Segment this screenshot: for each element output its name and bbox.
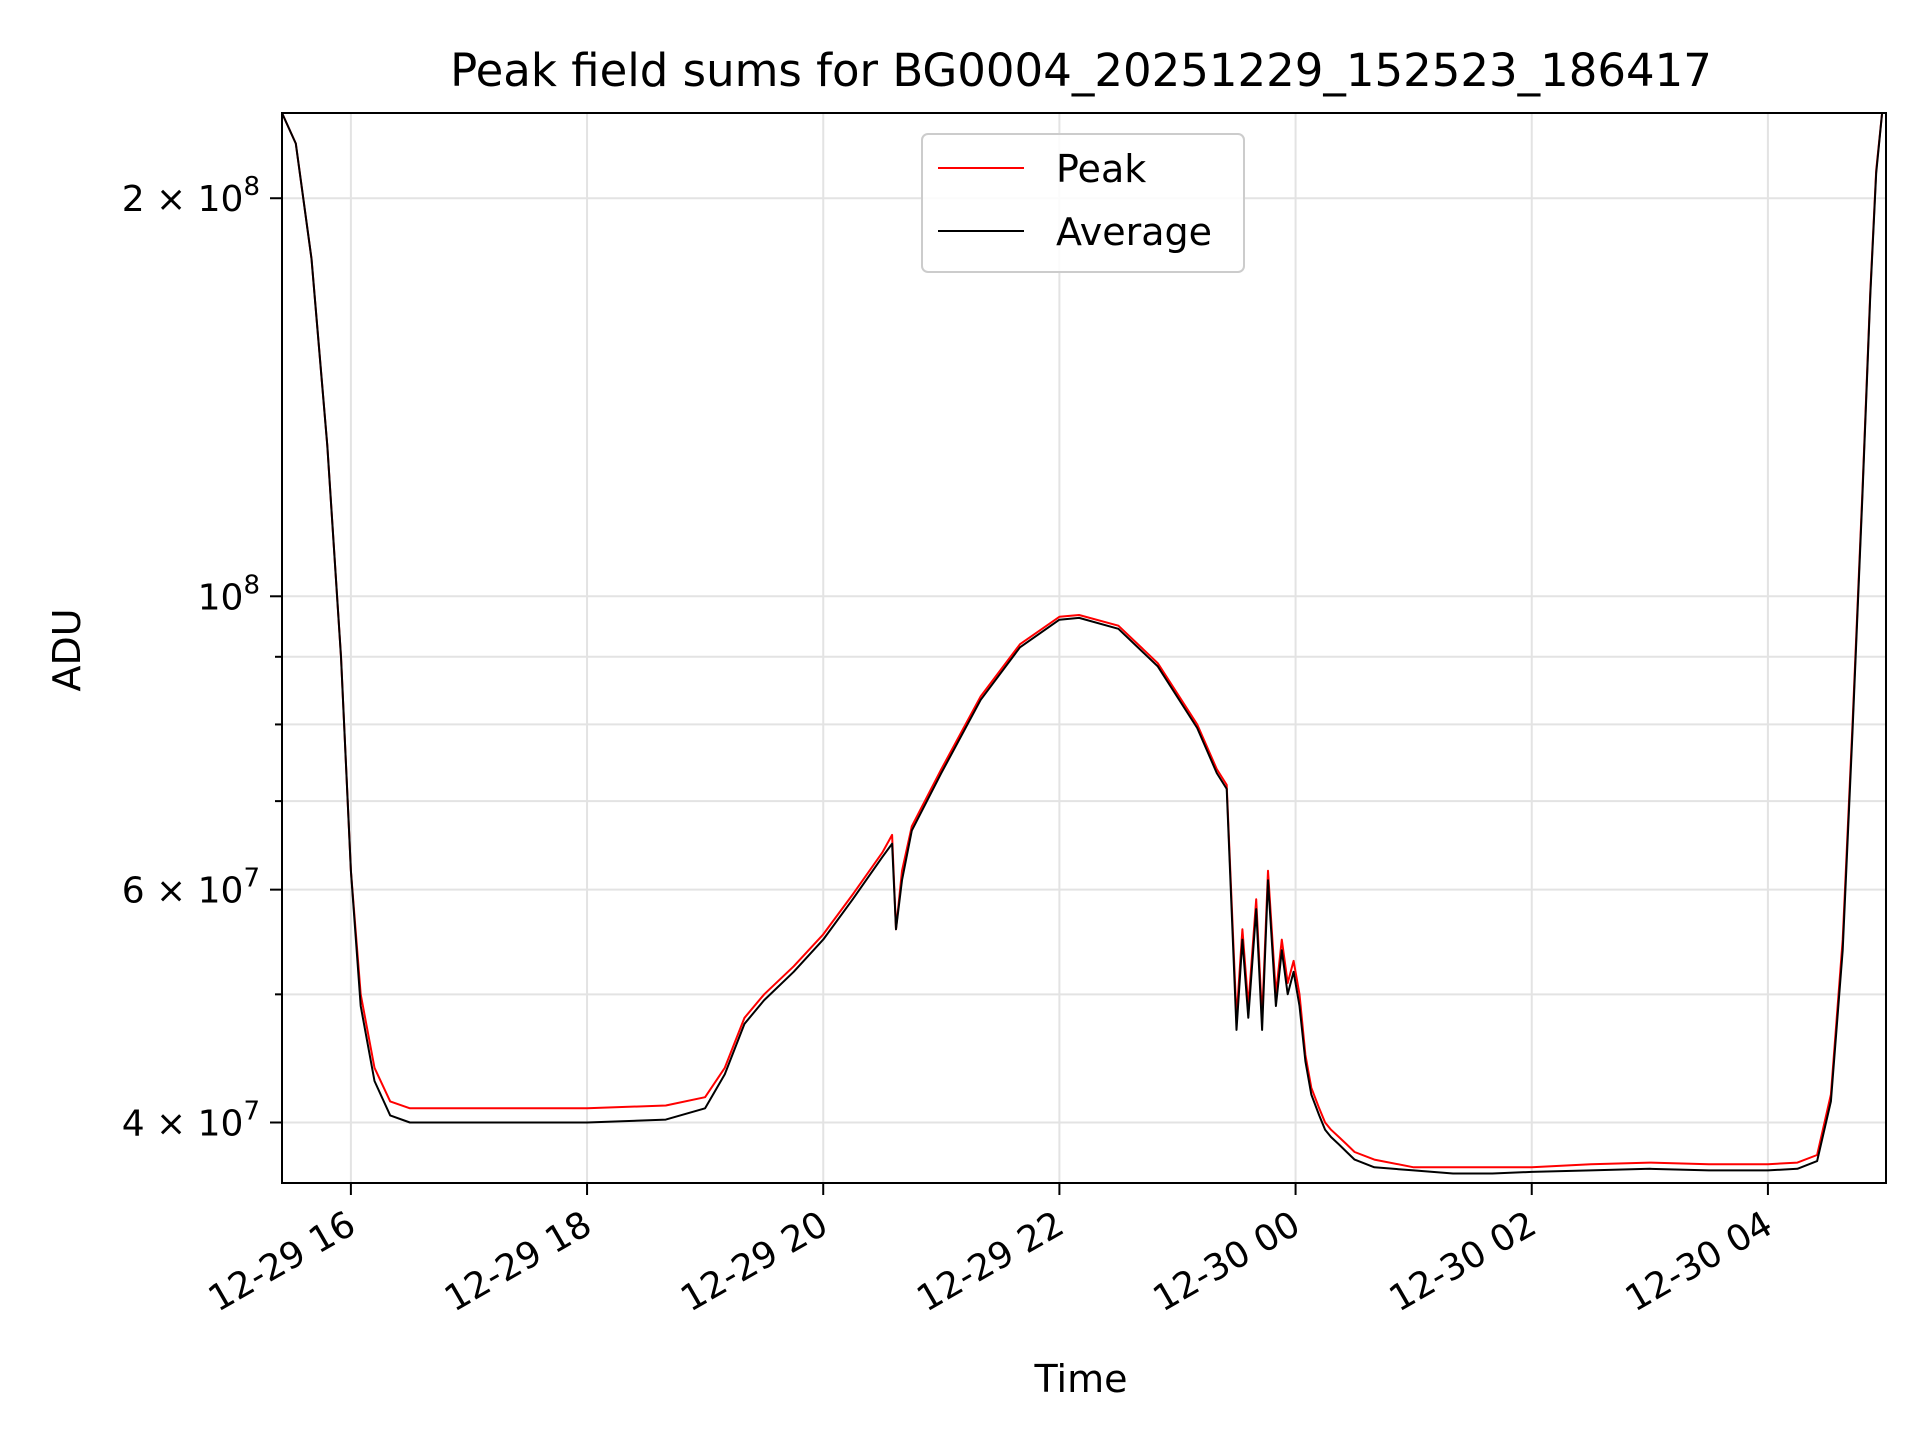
legend-label-average: Average (1056, 210, 1212, 254)
series-layer (282, 113, 1886, 1175)
y-tick-label: 108 (198, 570, 260, 618)
y-tick-label: 2 × 108 (122, 172, 260, 220)
y-axis-label: ADU (45, 608, 89, 691)
y-tick-label-exponent: 8 (243, 570, 260, 600)
y-tick-label-exponent: 7 (243, 1096, 260, 1126)
plot-frame (281, 112, 1887, 1184)
y-tick-label-base: 4 × 10 (122, 1103, 244, 1144)
chart-title: Peak field sums for BG0004_20251229_1525… (450, 44, 1712, 97)
legend: Peak Average (921, 133, 1245, 273)
series-line-peak (282, 113, 1886, 1169)
legend-label-peak: Peak (1056, 147, 1146, 191)
y-tick-label-base: 2 × 10 (122, 179, 244, 220)
y-tick-label-base: 6 × 10 (122, 871, 244, 912)
y-tick-label: 4 × 107 (122, 1096, 260, 1144)
y-tick-label-base: 10 (198, 577, 244, 618)
y-tick-label-exponent: 7 (243, 864, 260, 894)
y-tick-label-exponent: 8 (243, 172, 260, 202)
x-axis-label: Time (1034, 1357, 1128, 1401)
axes (281, 112, 1887, 1184)
series-line-average (282, 113, 1886, 1175)
y-tick-label: 6 × 107 (122, 864, 260, 912)
